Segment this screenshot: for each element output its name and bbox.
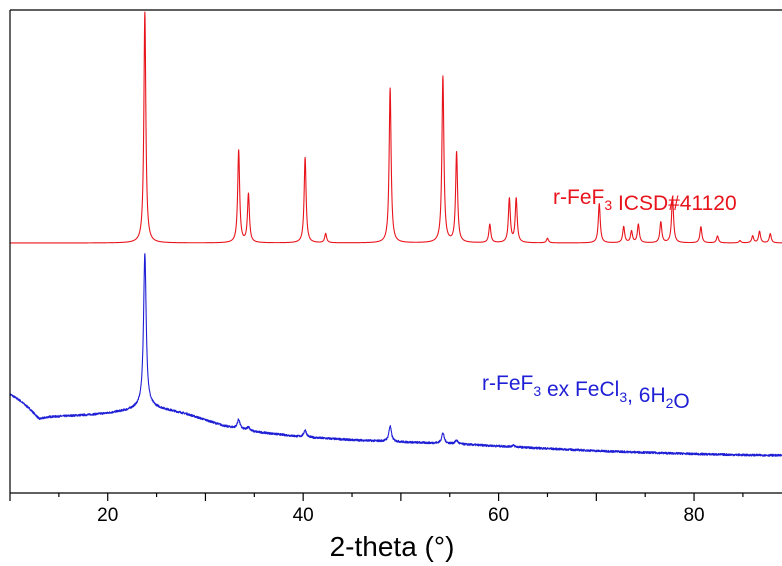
series-label-1: r-FeF3 ICSD#41120	[553, 186, 737, 215]
series-line-2	[9, 253, 782, 457]
plot-area	[9, 11, 782, 457]
label-text: ex FeCl	[541, 378, 619, 401]
label-text: O	[673, 390, 689, 413]
label-subscript: 3	[619, 389, 627, 405]
x-tick-label: 40	[293, 505, 314, 526]
x-tick-label: 80	[683, 505, 704, 526]
label-text: , 6H	[627, 384, 666, 407]
x-axis-title: 2-theta (°)	[330, 531, 455, 562]
label-subscript: 3	[604, 197, 612, 213]
label-text: ICSD#41120	[612, 192, 737, 215]
label-text: r-FeF	[553, 186, 604, 209]
label-subscript: 2	[666, 395, 674, 411]
series-line-1	[9, 11, 782, 244]
label-subscript: 3	[533, 383, 541, 399]
axes: 20 40 60 80	[9, 9, 782, 526]
x-tick-label: 60	[488, 505, 509, 526]
series-label-2: r-FeF3 ex FeCl3, 6H2O	[482, 372, 690, 413]
x-tick-label: 20	[97, 505, 118, 526]
label-text: r-FeF	[482, 372, 533, 395]
